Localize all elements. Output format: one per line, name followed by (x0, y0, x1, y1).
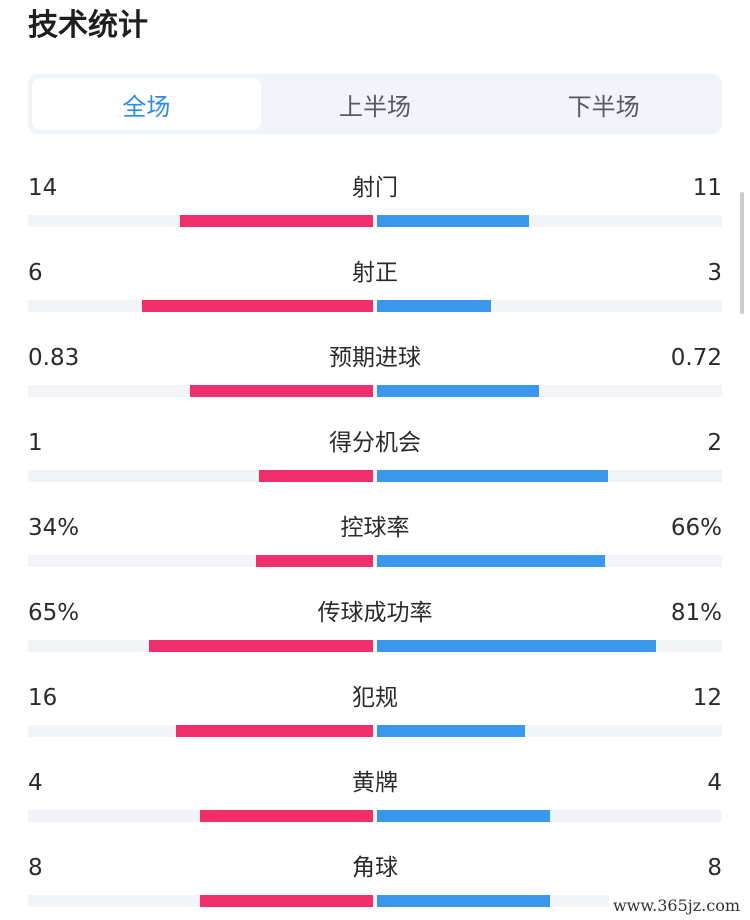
home-bar (180, 215, 373, 227)
stat-away-value: 66% (670, 515, 722, 541)
stat-away-value: 8 (707, 855, 722, 881)
stat-row: 16 犯规 12 (28, 676, 722, 761)
stat-bar-track (28, 640, 722, 652)
stat-home-value: 1 (28, 430, 43, 456)
home-bar (200, 895, 373, 907)
stat-label: 角球 (352, 855, 398, 881)
stat-bar-track (28, 810, 722, 822)
stat-home-value: 8 (28, 855, 43, 881)
tab-full-match[interactable]: 全场 (32, 78, 261, 130)
away-bar (377, 810, 550, 822)
stat-away-value: 4 (707, 770, 722, 796)
stat-home-value: 65% (28, 600, 80, 626)
home-bar (200, 810, 373, 822)
stat-label: 预期进球 (329, 345, 421, 371)
stat-row: 0.83 预期进球 0.72 (28, 336, 722, 421)
away-bar (377, 555, 605, 567)
stat-home-value: 34% (28, 515, 80, 541)
stat-bar-track (28, 555, 722, 567)
page-title: 技术统计 (28, 8, 148, 43)
away-bar (377, 725, 525, 737)
stat-label: 射门 (352, 175, 398, 201)
stat-row: 6 射正 3 (28, 251, 722, 336)
stat-row: 14 射门 11 (28, 166, 722, 251)
period-tabs: 全场 上半场 下半场 (28, 74, 722, 134)
home-bar (176, 725, 373, 737)
home-bar (190, 385, 373, 397)
stat-bar-track (28, 215, 722, 227)
home-bar (256, 555, 373, 567)
away-bar (377, 300, 491, 312)
stat-bar-track (28, 725, 722, 737)
watermark: www.365jz.com (608, 895, 744, 916)
stat-bar-track (28, 385, 722, 397)
away-bar (377, 470, 608, 482)
stat-home-value: 4 (28, 770, 43, 796)
stat-row: 34% 控球率 66% (28, 506, 722, 591)
stat-home-value: 6 (28, 260, 43, 286)
stat-label: 射正 (352, 260, 398, 286)
stat-bar-track (28, 895, 722, 907)
stat-row: 8 角球 8 (28, 846, 722, 920)
home-bar (142, 300, 373, 312)
stat-away-value: 81% (670, 600, 722, 626)
stat-label: 得分机会 (329, 430, 421, 456)
away-bar (377, 385, 539, 397)
stat-away-value: 3 (707, 260, 722, 286)
tab-first-half[interactable]: 上半场 (339, 92, 411, 121)
stat-bar-track (28, 470, 722, 482)
stat-label: 黄牌 (352, 770, 398, 796)
stat-away-value: 0.72 (670, 345, 722, 371)
stat-home-value: 0.83 (28, 345, 80, 371)
stat-label: 犯规 (352, 685, 398, 711)
stat-row: 4 黄牌 4 (28, 761, 722, 846)
away-bar (377, 895, 550, 907)
home-bar (149, 640, 373, 652)
stat-away-value: 12 (692, 685, 722, 711)
stat-away-value: 11 (692, 175, 722, 201)
away-bar (377, 640, 656, 652)
stat-label: 控球率 (340, 515, 410, 541)
stat-row: 65% 传球成功率 81% (28, 591, 722, 676)
stat-home-value: 14 (28, 175, 58, 201)
scrollbar[interactable] (740, 192, 744, 314)
home-bar (259, 470, 373, 482)
stat-away-value: 2 (707, 430, 722, 456)
away-bar (377, 215, 529, 227)
tab-second-half[interactable]: 下半场 (567, 92, 640, 121)
stats-list[interactable]: 14 射门 11 6 射正 3 0.83 预期进球 0.72 1 得分机会 2 34% 控球率 66% 65%… (28, 166, 722, 920)
stat-home-value: 16 (28, 685, 58, 711)
stat-label: 传球成功率 (317, 600, 433, 626)
stat-bar-track (28, 300, 722, 312)
stat-row: 1 得分机会 2 (28, 421, 722, 506)
